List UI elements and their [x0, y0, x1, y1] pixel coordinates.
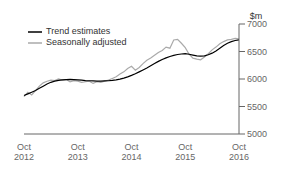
svg-text:Oct2014: Oct2014	[121, 142, 141, 162]
svg-text:5500: 5500	[247, 102, 267, 112]
html-text:Trend estimates: Trend estimates	[46, 26, 111, 36]
svg-text:Oct2013: Oct2013	[68, 142, 88, 162]
svg-text:5000: 5000	[247, 129, 267, 139]
svg-text:Oct2016: Oct2016	[229, 142, 249, 162]
svg-text:Oct2012: Oct2012	[14, 142, 34, 162]
html-text:Seasonally adjusted: Seasonally adjusted	[46, 37, 127, 47]
svg-text:Oct2015: Oct2015	[175, 142, 195, 162]
svg-text:$m: $m	[250, 11, 263, 21]
svg-text:6000: 6000	[247, 74, 267, 84]
svg-text:6500: 6500	[247, 47, 267, 57]
svg-text:7000: 7000	[247, 19, 267, 30]
